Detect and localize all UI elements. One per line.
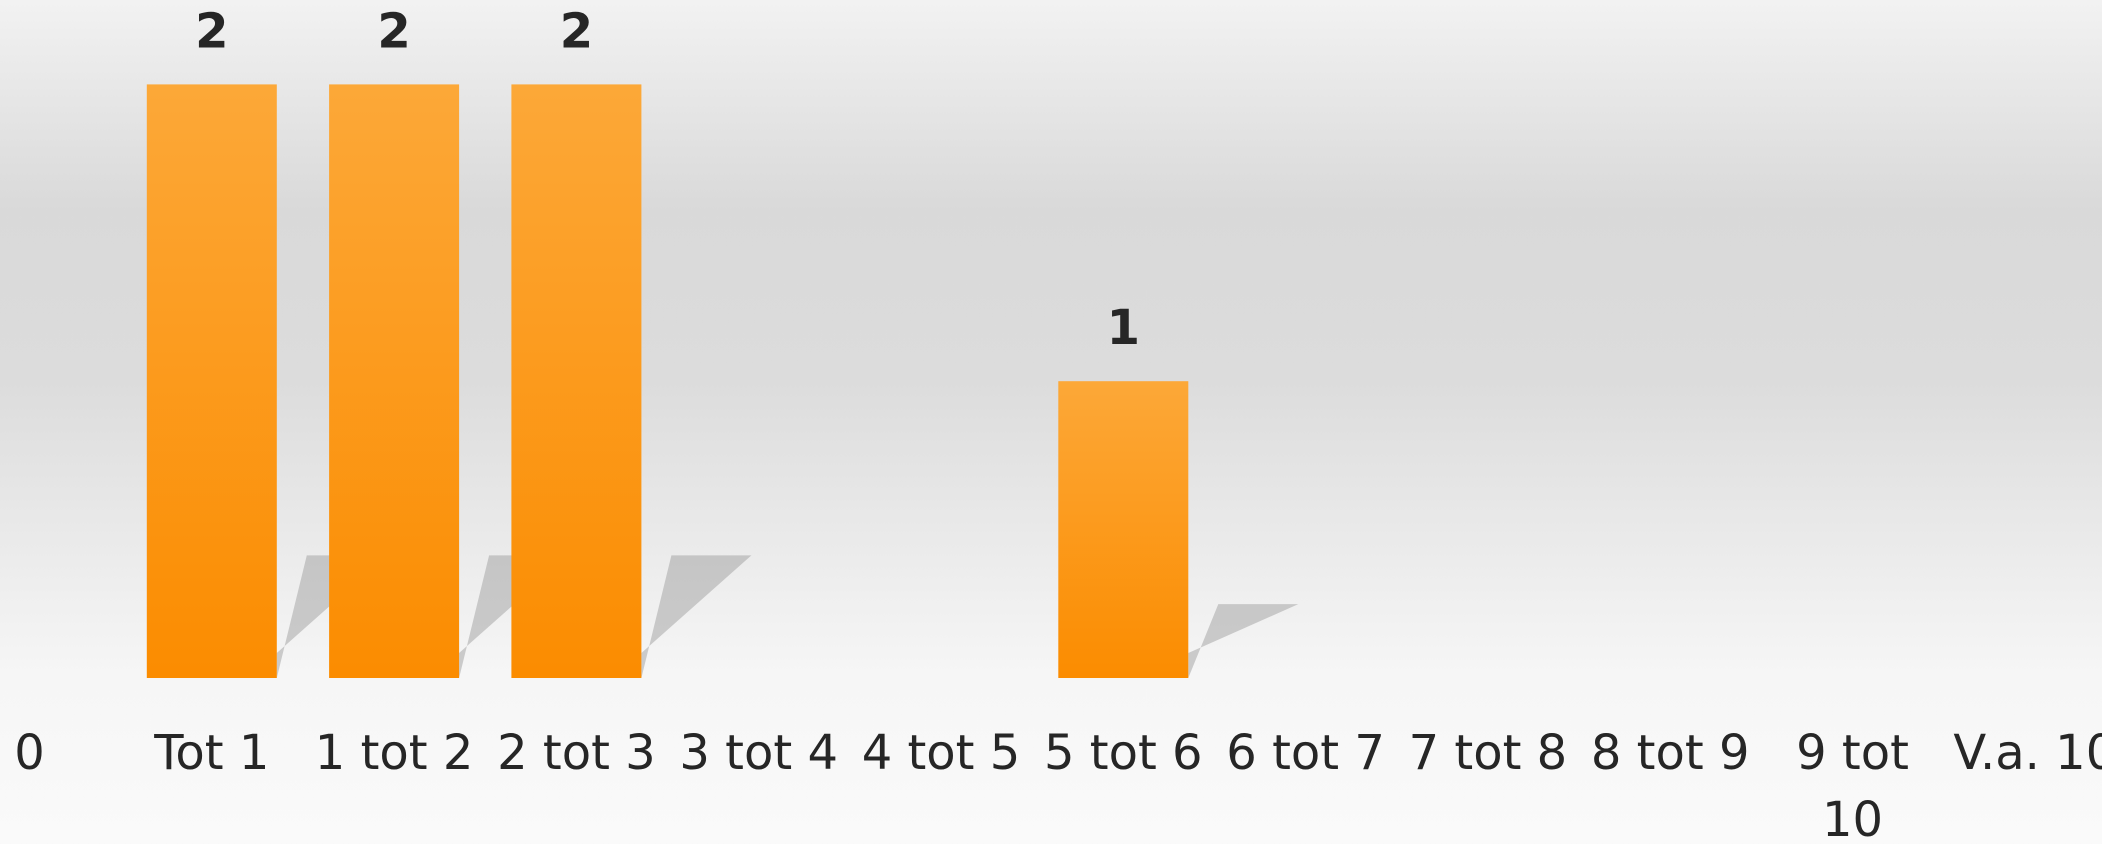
x-tick-label: 9 tot 10 <box>1796 725 1909 844</box>
x-tick-label: 5 tot 6 <box>1043 725 1203 781</box>
x-tick-label: 1 tot 2 <box>314 725 474 781</box>
x-tick-label: 8 tot 9 <box>1590 725 1750 781</box>
x-tick-label: 7 tot 8 <box>1408 725 1568 781</box>
data-label: 1 <box>1107 300 1140 356</box>
x-tick-label: 3 tot 4 <box>679 725 838 781</box>
data-label: 2 <box>195 3 228 59</box>
bar <box>329 84 460 678</box>
bar-shadow <box>1188 604 1299 678</box>
x-tick-label: 4 tot 5 <box>861 725 1021 781</box>
bar-shadow <box>641 555 752 678</box>
bar <box>1058 381 1189 678</box>
x-tick-label: 0 <box>14 725 45 781</box>
data-label: 2 <box>560 3 593 59</box>
x-tick-label: 6 tot 7 <box>1226 725 1385 781</box>
x-tick-label: 2 tot 3 <box>497 725 656 781</box>
x-tick-label: Tot 1 <box>154 725 270 781</box>
bar-shadow <box>459 555 570 678</box>
bar <box>146 84 277 678</box>
bar-shadow <box>276 555 387 678</box>
x-tick-label: V.a. 10 <box>1953 725 2102 781</box>
data-label: 2 <box>377 3 410 59</box>
bar <box>511 84 642 678</box>
